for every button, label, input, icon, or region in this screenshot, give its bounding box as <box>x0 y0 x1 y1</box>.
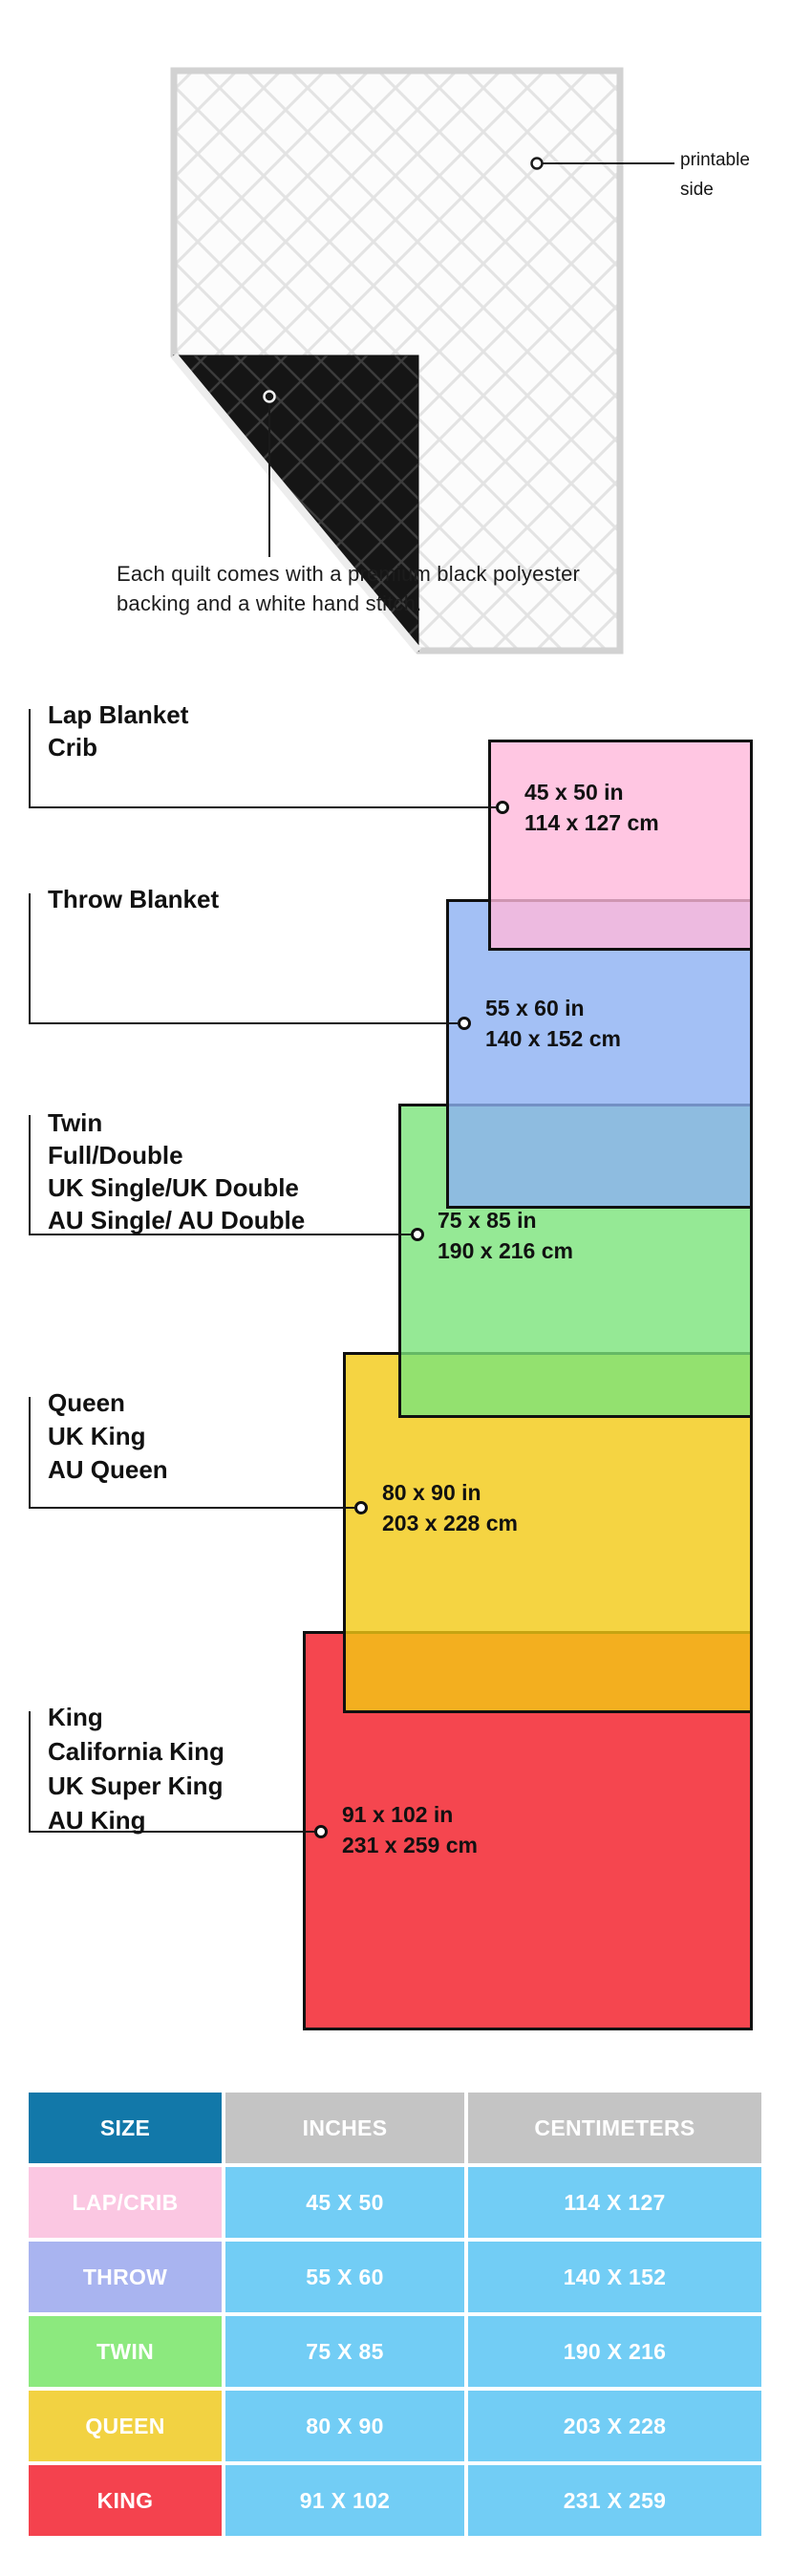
backing-description-line-1: Each quilt comes with a premium black po… <box>117 562 581 586</box>
table-row-king-inches: 91 X 102 <box>225 2465 464 2536</box>
table-header-size: SIZE <box>29 2093 222 2163</box>
table-row-queen-label: QUEEN <box>29 2391 222 2461</box>
table-row-twin-label: TWIN <box>29 2316 222 2387</box>
backing-description-line-2: backing and a white hand stitch. <box>117 591 422 615</box>
table-row-king-cm: 231 X 259 <box>468 2465 761 2536</box>
table-row-throw-label: THROW <box>29 2242 222 2312</box>
connector-king-dot <box>314 1825 328 1838</box>
table-row-king-label: KING <box>29 2465 222 2536</box>
dim-king-inches: 91 x 102 in <box>342 1802 454 1827</box>
label-queen-line-0: Queen <box>48 1388 125 1417</box>
connector-throw-dot <box>458 1017 471 1030</box>
connector-twin-hline <box>29 1234 411 1235</box>
connector-lap-dot <box>496 801 509 814</box>
label-king-line-1: California King <box>48 1737 224 1766</box>
dim-throw-inches: 55 x 60 in <box>485 996 585 1020</box>
dim-lap-cm: 114 x 127 cm <box>524 810 659 835</box>
quilt-illustration <box>170 67 674 655</box>
label-twin-line-3: AU Single/ AU Double <box>48 1206 306 1234</box>
dim-king-cm: 231 x 259 cm <box>342 1833 478 1857</box>
label-king-line-3: AU King <box>48 1806 146 1835</box>
printable-side-label: printable side <box>680 150 750 200</box>
table-row-twin-cm: 190 X 216 <box>468 2316 761 2387</box>
connector-king-vline <box>29 1711 31 1833</box>
label-king-line-2: UK Super King <box>48 1771 224 1800</box>
connector-queen-vline <box>29 1397 31 1509</box>
label-lap-line-1: Crib <box>48 733 97 762</box>
connector-queen-hline <box>29 1507 354 1509</box>
table-row-throw-inches: 55 X 60 <box>225 2242 464 2312</box>
label-queen-line-2: AU Queen <box>48 1455 168 1484</box>
table-header-inches: INCHES <box>225 2093 464 2163</box>
table-row-lap-cm: 114 X 127 <box>468 2167 761 2238</box>
table-row-queen-cm: 203 X 228 <box>468 2391 761 2461</box>
connector-twin-dot <box>411 1228 424 1241</box>
fold-binding-stitch <box>170 353 422 654</box>
dim-twin-inches: 75 x 85 in <box>438 1208 537 1233</box>
table-row-twin-inches: 75 X 85 <box>225 2316 464 2387</box>
label-twin-line-1: Full/Double <box>48 1141 183 1170</box>
backing-annotation-dot <box>263 390 276 403</box>
label-twin-line-2: UK Single/UK Double <box>48 1173 299 1202</box>
dim-throw-cm: 140 x 152 cm <box>485 1026 621 1051</box>
table-row-lap-inches: 45 X 50 <box>225 2167 464 2238</box>
label-twin-line-0: Twin <box>48 1108 103 1137</box>
connector-queen-dot <box>354 1501 368 1514</box>
printable-annotation-dot <box>530 157 544 170</box>
connector-lap-vline <box>29 709 31 808</box>
blanket-rect-throw <box>446 899 753 1209</box>
dim-queen-cm: 203 x 228 cm <box>382 1511 518 1535</box>
dim-lap-inches: 45 x 50 in <box>524 780 624 805</box>
connector-throw-vline <box>29 893 31 1024</box>
connector-throw-hline <box>29 1022 458 1024</box>
label-throw-line-0: Throw Blanket <box>48 885 220 913</box>
table-header-centimeters: CENTIMETERS <box>468 2093 761 2163</box>
dim-queen-inches: 80 x 90 in <box>382 1480 481 1505</box>
label-lap-line-0: Lap Blanket <box>48 700 189 729</box>
blanket-rect-lap <box>488 740 753 951</box>
table-row-lap-label: LAP/CRIB <box>29 2167 222 2238</box>
table-row-queen-inches: 80 X 90 <box>225 2391 464 2461</box>
connector-lap-hline <box>29 806 496 808</box>
label-queen-line-1: UK King <box>48 1422 146 1450</box>
connector-twin-vline <box>29 1115 31 1235</box>
connector-king-hline <box>29 1831 314 1833</box>
table-row-throw-cm: 140 X 152 <box>468 2242 761 2312</box>
size-table: SIZE INCHES CENTIMETERS LAP/CRIB 45 X 50… <box>29 2093 761 2536</box>
label-king-line-0: King <box>48 1703 103 1731</box>
dim-twin-cm: 190 x 216 cm <box>438 1238 573 1263</box>
